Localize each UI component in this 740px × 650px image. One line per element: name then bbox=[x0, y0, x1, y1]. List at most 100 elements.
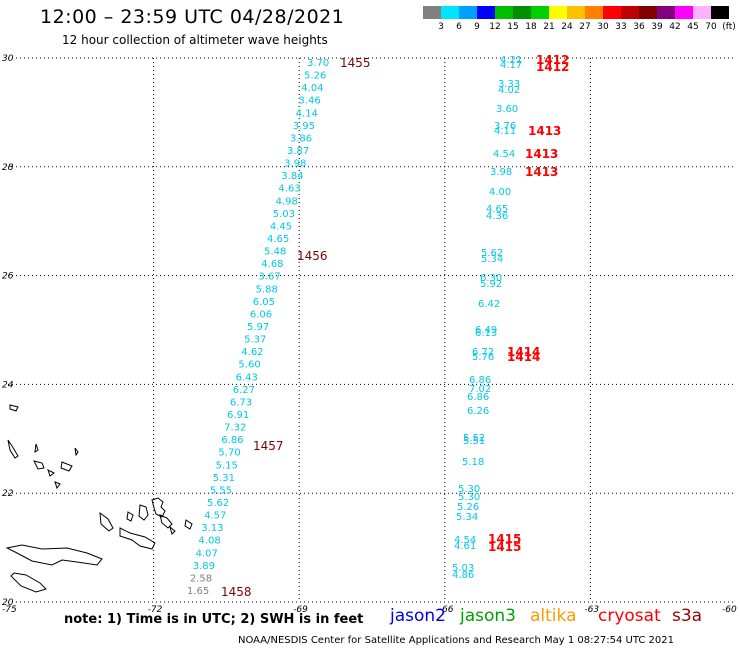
wave-height-value: 6.73 bbox=[230, 397, 252, 408]
legend-label: 21 bbox=[543, 22, 555, 32]
wave-height-value: 5.37 bbox=[244, 335, 266, 346]
wave-height-value: 7.02 bbox=[469, 384, 491, 395]
wave-height-value: 5.51 bbox=[463, 436, 485, 447]
wave-height-value: 4.17 bbox=[500, 60, 522, 71]
legend-label: 33 bbox=[615, 22, 627, 32]
legend-swatch bbox=[603, 6, 621, 19]
time-label: 1456 bbox=[297, 249, 328, 263]
wave-height-value: 6.43 bbox=[236, 372, 258, 383]
longitude-label: -66 bbox=[439, 605, 454, 615]
wave-height-value: 4.04 bbox=[301, 83, 323, 94]
wave-height-value: 6.86 bbox=[469, 375, 491, 386]
wave-height-value: 5.34 bbox=[481, 254, 503, 265]
wave-height-value: 4.65 bbox=[267, 234, 289, 245]
legend-swatch bbox=[549, 6, 567, 19]
wave-height-value: 6.91 bbox=[227, 410, 249, 421]
legend-label: 70 bbox=[705, 22, 717, 32]
wave-height-value: 4.68 bbox=[261, 259, 283, 270]
legend-label: 15 bbox=[507, 22, 519, 32]
legend-swatch bbox=[621, 6, 639, 19]
legend-swatch bbox=[639, 6, 657, 19]
wave-height-value: 6.86 bbox=[221, 435, 243, 446]
land-outline bbox=[5, 544, 103, 566]
legend-swatch bbox=[675, 6, 693, 19]
legend-label: 18 bbox=[525, 22, 537, 32]
wave-height-value: 5.92 bbox=[480, 279, 502, 290]
legend-label: 24 bbox=[561, 22, 573, 32]
latitude-label: 28 bbox=[2, 163, 14, 173]
wave-height-value: 6.42 bbox=[478, 299, 500, 310]
time-label: 1415 bbox=[488, 532, 521, 546]
wave-height-value: 3.70 bbox=[307, 58, 329, 69]
wave-height-value: 4.63 bbox=[278, 184, 300, 195]
wave-height-value: 5.15 bbox=[216, 460, 238, 471]
latitude-label: 22 bbox=[2, 489, 14, 499]
wave-height-value: 4.00 bbox=[489, 187, 511, 198]
wave-height-value: 6.06 bbox=[250, 309, 272, 320]
wave-height-value: 3.95 bbox=[293, 121, 315, 132]
land-outline bbox=[54, 481, 61, 490]
wave-height-value: 3.84 bbox=[281, 171, 303, 182]
wave-height-value: 3.87 bbox=[287, 146, 309, 157]
legend-swatch bbox=[693, 6, 711, 19]
satellite-name: s3a bbox=[672, 606, 703, 626]
land-outline bbox=[74, 447, 79, 457]
wave-height-value: 4.86 bbox=[452, 570, 474, 581]
legend-swatch bbox=[531, 6, 549, 19]
latitude-label: 24 bbox=[2, 380, 14, 390]
time-label: 1412 bbox=[536, 60, 569, 74]
legend-label: 42 bbox=[669, 22, 681, 32]
map-title: 12:00 – 23:59 UTC 04/28/2021 bbox=[40, 6, 345, 28]
legend-label: 3 bbox=[438, 22, 444, 32]
land-outline bbox=[119, 527, 156, 550]
wave-height-value: 4.57 bbox=[204, 511, 226, 522]
wave-height-value: 4.61 bbox=[454, 541, 476, 552]
longitude-label: -72 bbox=[148, 605, 163, 615]
satellite-name: jason3 bbox=[460, 606, 516, 626]
wave-height-value: 4.02 bbox=[498, 85, 520, 96]
map-subtitle: 12 hour collection of altimeter wave hei… bbox=[62, 33, 328, 47]
land-outline bbox=[159, 514, 173, 529]
wave-height-value: 6.13 bbox=[475, 328, 497, 339]
land-outline bbox=[60, 461, 73, 472]
wave-height-value: 5.88 bbox=[256, 284, 278, 295]
wave-height-value: 5.03 bbox=[452, 563, 474, 574]
wave-height-value: 5.18 bbox=[462, 457, 484, 468]
land-outline bbox=[34, 443, 39, 454]
wave-height-value: 4.54 bbox=[493, 149, 515, 160]
wave-height-value: 5.48 bbox=[264, 247, 286, 258]
legend-swatch bbox=[711, 6, 729, 19]
wave-height-value: 4.11 bbox=[494, 126, 516, 137]
latitude-label: 20 bbox=[2, 598, 14, 608]
footer-note: note: 1) Time is in UTC; 2) SWH is in fe… bbox=[64, 612, 364, 627]
land-outline bbox=[126, 511, 134, 522]
longitude-label: -69 bbox=[293, 605, 308, 615]
legend-label: 36 bbox=[633, 22, 645, 32]
wave-height-value: 5.55 bbox=[210, 485, 232, 496]
land-outline bbox=[151, 497, 166, 518]
wave-height-value: 6.86 bbox=[467, 392, 489, 403]
time-label: 1413 bbox=[525, 165, 558, 179]
legend-label: 45 bbox=[687, 22, 699, 32]
time-label: 1415 bbox=[488, 540, 521, 554]
legend-label: (ft) bbox=[722, 22, 736, 32]
time-label: 1412 bbox=[536, 53, 569, 67]
land-outline bbox=[47, 469, 55, 477]
wave-height-value: 4.21 bbox=[500, 55, 522, 66]
wave-height-value: 4.54 bbox=[454, 535, 476, 546]
wave-height-value: 6.49 bbox=[475, 325, 497, 336]
legend-label: 30 bbox=[597, 22, 609, 32]
wave-height-value: 3.13 bbox=[201, 523, 223, 534]
wave-height-value: 4.07 bbox=[196, 548, 218, 559]
land-outline bbox=[99, 511, 114, 532]
wave-height-value: 5.26 bbox=[457, 502, 479, 513]
land-outline bbox=[184, 519, 193, 530]
time-label: 1457 bbox=[253, 439, 284, 453]
time-label: 1414 bbox=[507, 345, 540, 359]
time-label: 1413 bbox=[525, 147, 558, 161]
wave-height-value: 4.08 bbox=[198, 536, 220, 547]
legend-label: 6 bbox=[456, 22, 462, 32]
time-label: 1455 bbox=[340, 56, 371, 70]
legend-swatch bbox=[441, 6, 459, 19]
